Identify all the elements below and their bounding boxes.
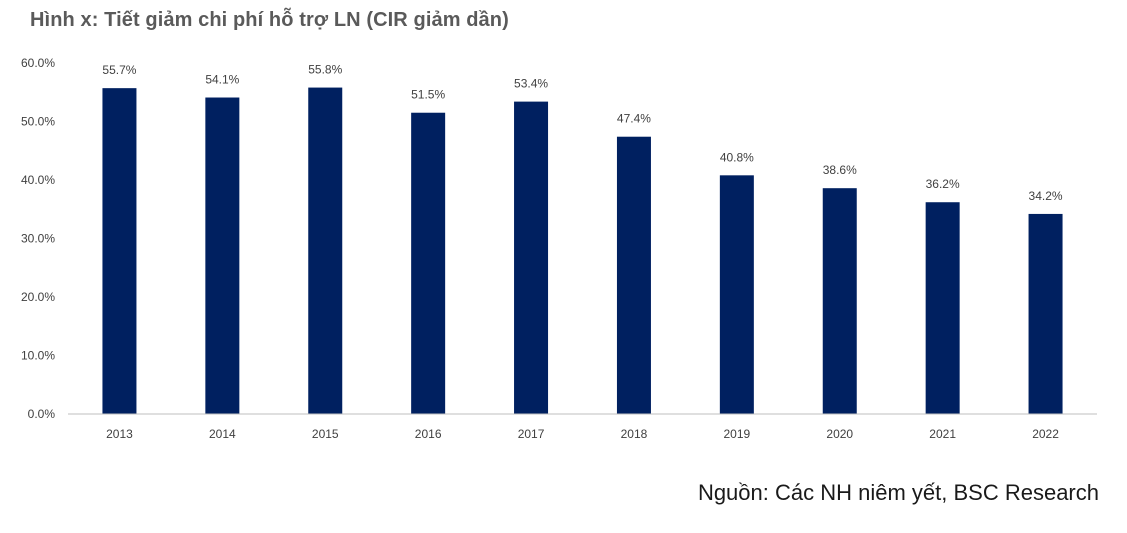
y-tick-label: 0.0% xyxy=(28,407,56,421)
bar xyxy=(822,188,857,414)
bar xyxy=(514,101,549,415)
x-tick-label: 2013 xyxy=(106,427,133,441)
x-tick-label: 2020 xyxy=(826,427,853,441)
data-label: 53.4% xyxy=(514,77,548,91)
bar xyxy=(308,87,343,414)
x-tick-label: 2017 xyxy=(518,427,545,441)
bar-series: 55.7% 54.1% 55.8% 51.5% 53.4% 47.4% 40.8% 38.6%… xyxy=(102,63,1063,415)
bar xyxy=(719,175,754,414)
y-axis: 0.0% 10.0% 20.0% 30.0% 40.0% 50.0% 60.0% xyxy=(21,56,55,421)
y-tick-label: 60.0% xyxy=(21,56,55,70)
x-tick-label: 2014 xyxy=(209,427,236,441)
data-label: 34.2% xyxy=(1029,189,1063,203)
x-tick-label: 2016 xyxy=(415,427,442,441)
data-label: 38.6% xyxy=(823,163,857,177)
x-tick-label: 2019 xyxy=(723,427,750,441)
source-note: Nguồn: Các NH niêm yết, BSC Research xyxy=(697,480,1099,505)
data-label: 47.4% xyxy=(617,112,651,126)
data-label: 54.1% xyxy=(205,73,239,87)
bar xyxy=(411,112,446,414)
x-tick-label: 2015 xyxy=(312,427,339,441)
y-tick-label: 50.0% xyxy=(21,115,55,129)
bar xyxy=(102,88,137,414)
bar xyxy=(925,202,960,414)
bar xyxy=(1028,213,1063,414)
data-label: 36.2% xyxy=(926,177,960,191)
chart-title: Hình x: Tiết giảm chi phí hỗ trợ LN (CIR… xyxy=(30,9,509,31)
x-tick-label: 2021 xyxy=(929,427,956,441)
data-label: 55.7% xyxy=(102,63,136,77)
x-tick-label: 2022 xyxy=(1032,427,1059,441)
data-label: 40.8% xyxy=(720,150,754,164)
x-axis: 2013 2014 2015 2016 2017 2018 2019 2020 2021 2022 xyxy=(68,413,1097,441)
y-tick-label: 20.0% xyxy=(21,290,55,304)
y-tick-label: 10.0% xyxy=(21,349,55,363)
data-label: 51.5% xyxy=(411,88,445,102)
y-tick-label: 40.0% xyxy=(21,173,55,187)
y-tick-label: 30.0% xyxy=(21,232,55,246)
x-tick-label: 2018 xyxy=(621,427,648,441)
data-label: 55.8% xyxy=(308,63,342,77)
bar xyxy=(205,97,240,414)
bar xyxy=(616,136,651,414)
